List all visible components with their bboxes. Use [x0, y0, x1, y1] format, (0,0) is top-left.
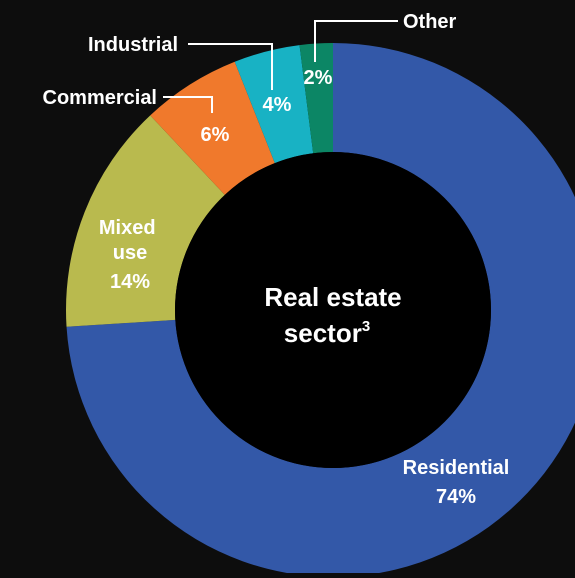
center-label-sector: sector	[284, 318, 362, 348]
slice-label-other: Other	[403, 11, 457, 33]
slice-label-commercial: Commercial	[43, 87, 158, 109]
slices-layer	[66, 43, 575, 577]
slice-value-commercial: 6%	[201, 124, 230, 146]
slice-commercial	[150, 61, 275, 195]
slice-value-other: 2%	[304, 67, 333, 89]
slice-residential	[66, 43, 575, 577]
center-label-superscript: 3	[362, 318, 370, 335]
slice-value-residential: 74%	[436, 486, 476, 508]
slice-mixed-use	[66, 115, 225, 327]
center-label-line2: sector3	[284, 318, 370, 348]
slice-industrial	[234, 45, 314, 164]
slice-label-mixed-use-line2: use	[113, 242, 147, 264]
donut-hole	[175, 152, 491, 468]
slice-label-residential: Residential	[403, 457, 510, 479]
labels-layer: Residential 74% Mixed use 14% Commercial…	[43, 11, 510, 508]
center-label: Real estate	[264, 282, 401, 312]
slice-value-industrial: 4%	[263, 94, 292, 116]
slice-label-mixed-use-line1: Mixed	[99, 217, 156, 239]
leader-line-other	[314, 20, 398, 62]
slice-value-mixed-use: 14%	[110, 271, 150, 293]
leader-line-commercial	[163, 96, 213, 113]
slice-label-industrial: Industrial	[88, 34, 178, 56]
leader-line-industrial	[188, 43, 273, 90]
slice-other	[299, 43, 333, 154]
slice-label-mixed-use: Mixed use	[99, 217, 161, 264]
